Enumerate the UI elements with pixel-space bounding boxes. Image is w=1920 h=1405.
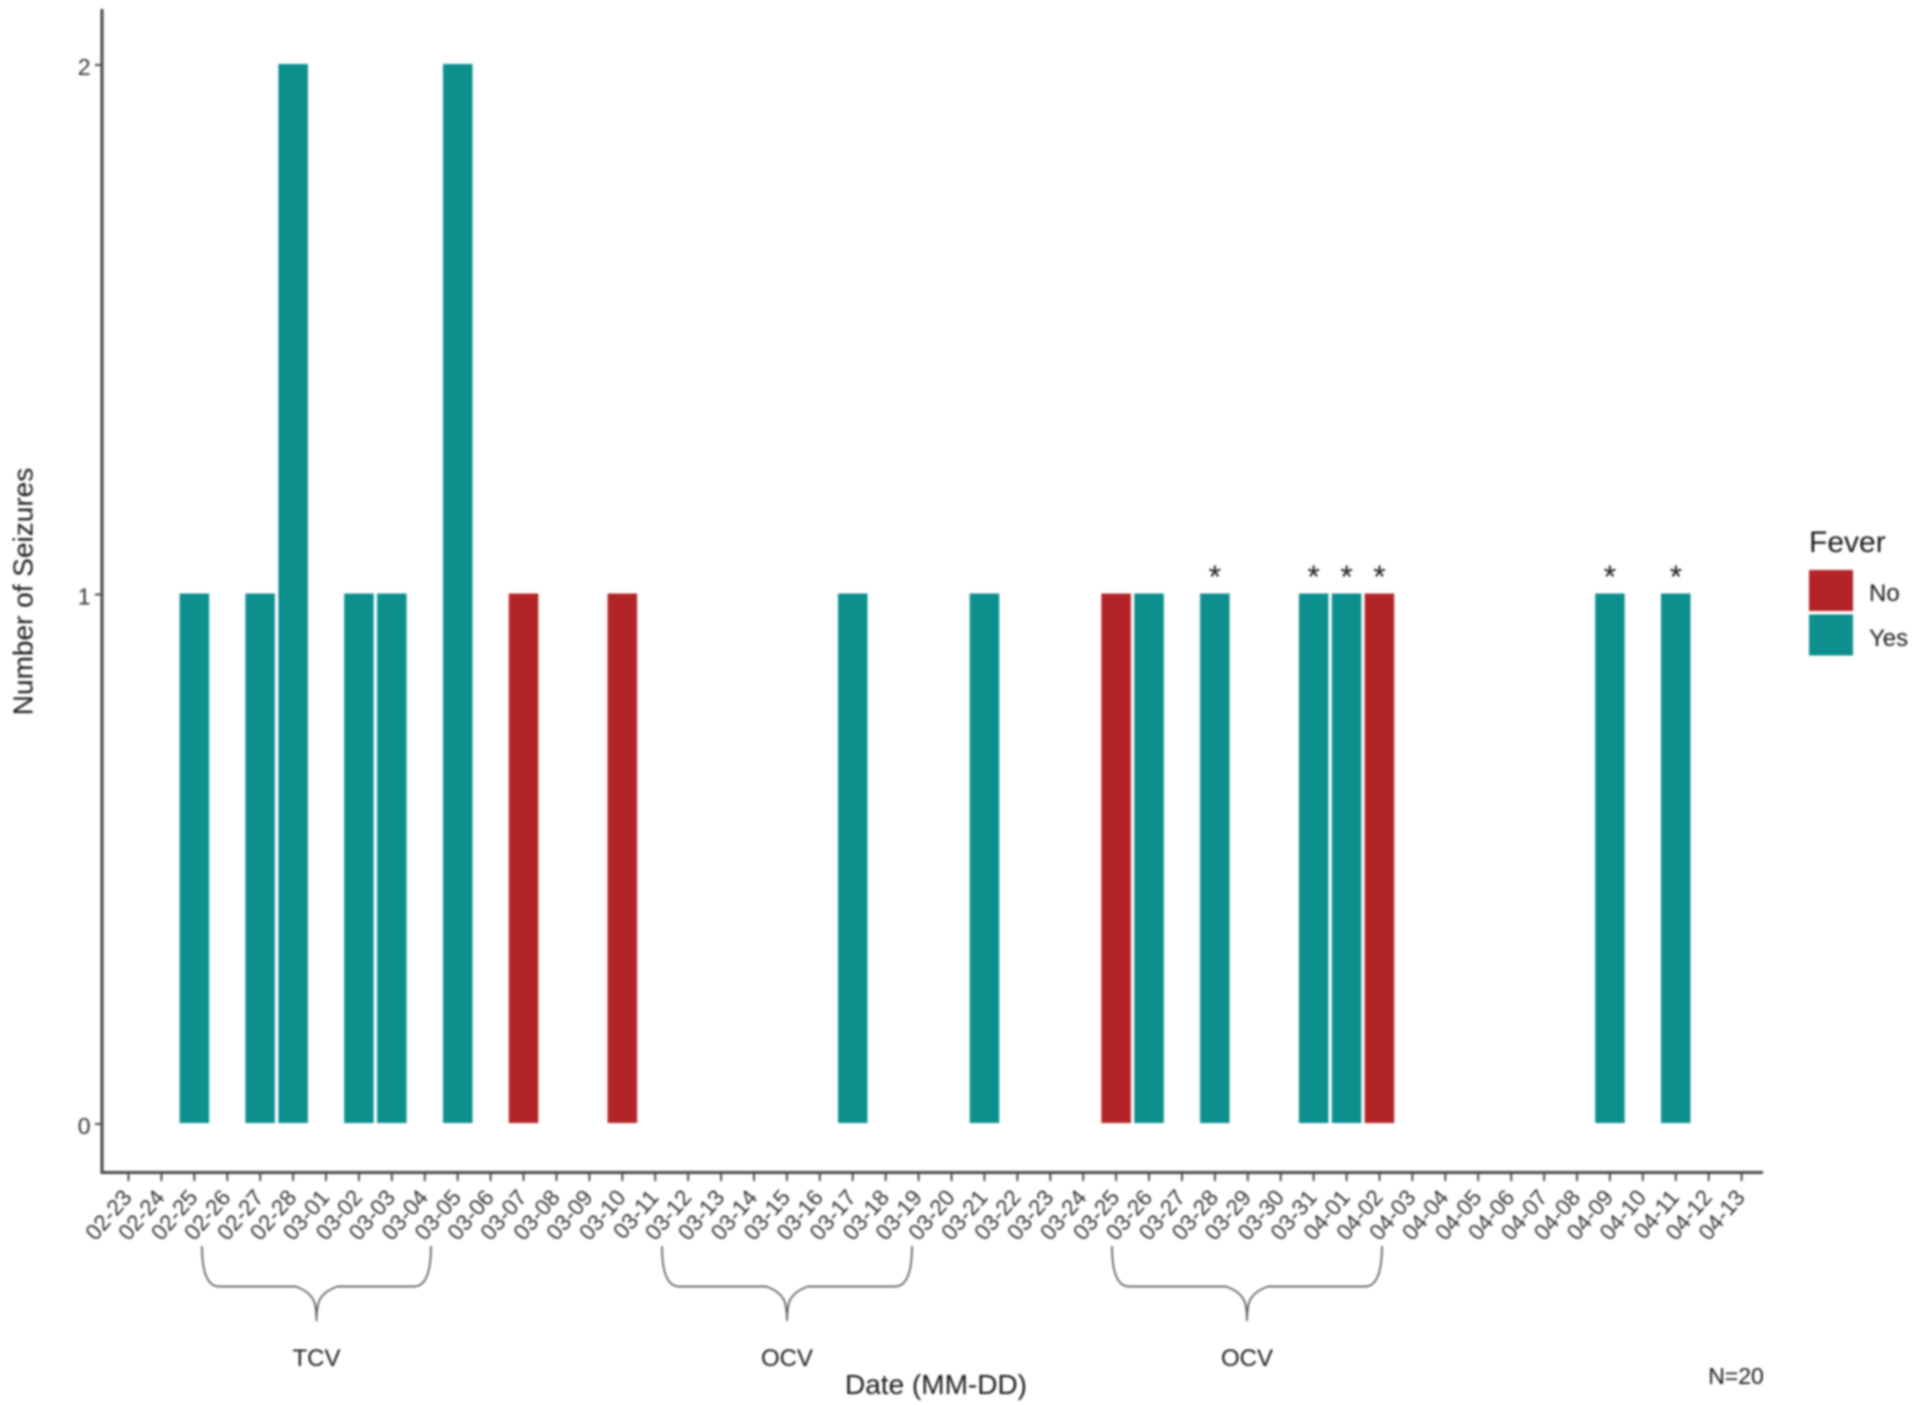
svg-text:TCV: TCV xyxy=(293,1345,341,1372)
svg-text:*: * xyxy=(1307,559,1319,595)
svg-text:*: * xyxy=(1670,559,1682,595)
svg-text:Number of Seizures: Number of Seizures xyxy=(8,468,39,715)
svg-text:N=20: N=20 xyxy=(1708,1363,1764,1389)
svg-text:*: * xyxy=(1604,559,1616,595)
svg-text:OCV: OCV xyxy=(761,1345,813,1372)
svg-text:No: No xyxy=(1869,580,1900,607)
svg-text:Date (MM-DD): Date (MM-DD) xyxy=(845,1369,1027,1400)
svg-text:*: * xyxy=(1340,559,1352,595)
svg-text:*: * xyxy=(1209,559,1221,595)
svg-text:OCV: OCV xyxy=(1221,1345,1273,1372)
svg-text:*: * xyxy=(1373,559,1385,595)
svg-text:2: 2 xyxy=(78,54,91,80)
svg-text:0: 0 xyxy=(78,1113,91,1139)
svg-text:Fever: Fever xyxy=(1809,526,1886,559)
svg-text:Yes: Yes xyxy=(1869,625,1908,652)
svg-text:1: 1 xyxy=(78,584,91,610)
